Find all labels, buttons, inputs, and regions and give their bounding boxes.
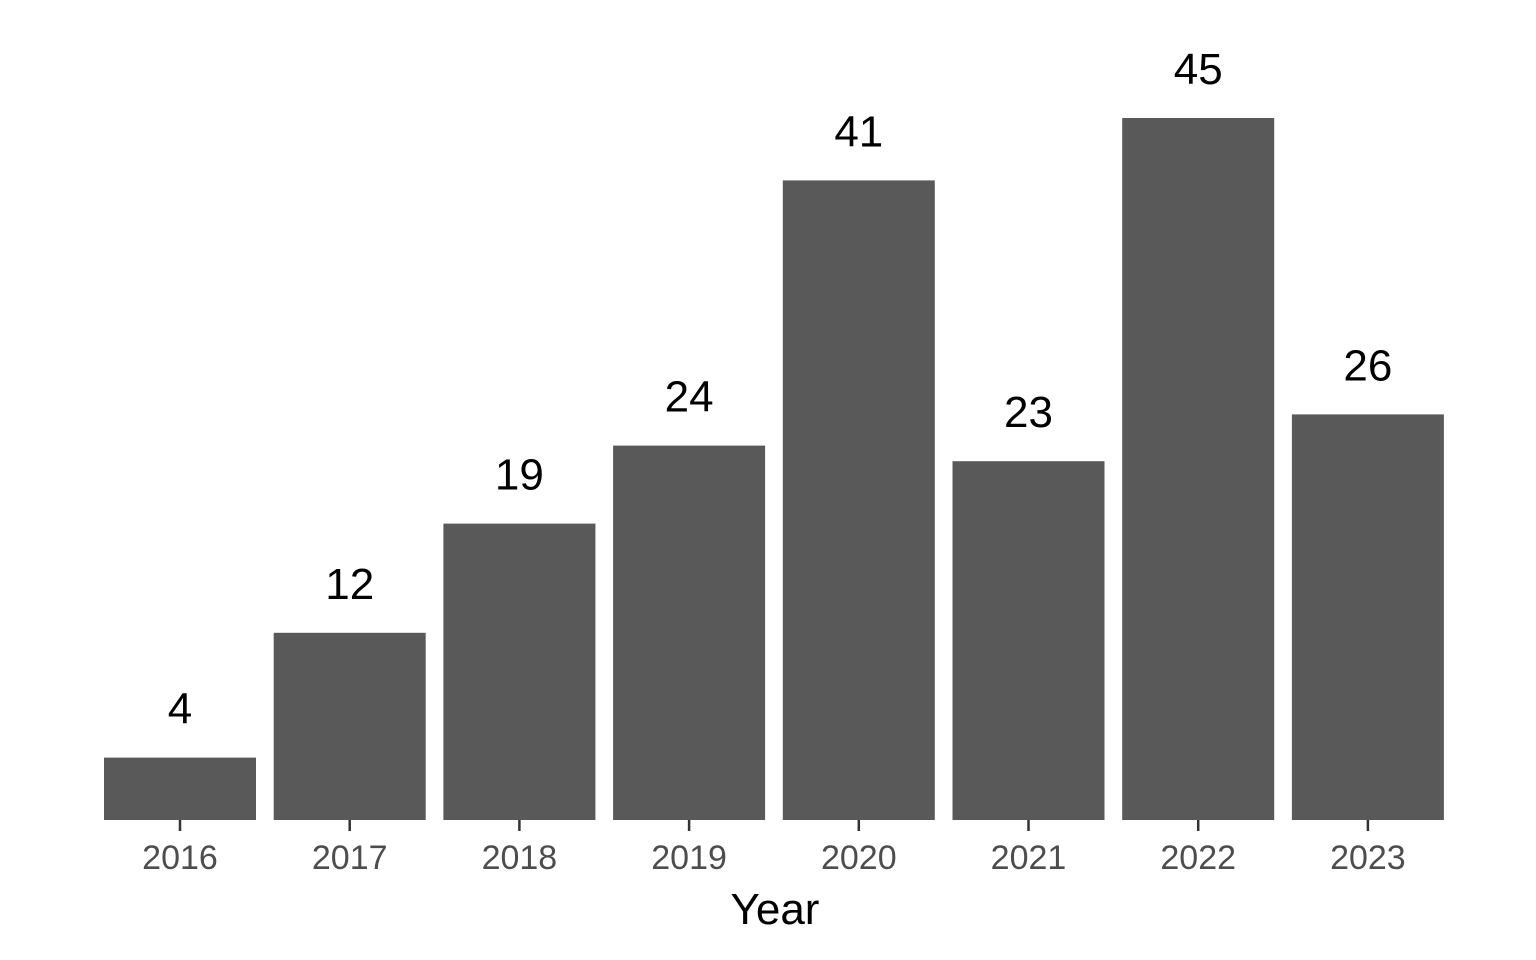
bar-2018	[443, 523, 596, 820]
value-label-2021: 23	[1004, 388, 1053, 437]
x-axis-ticks-group: 2016 2017 2018 2019 2020 2021 2022 2023	[142, 820, 1406, 877]
x-tick-label-2017: 2017	[312, 839, 388, 877]
x-axis-title: Year	[731, 885, 820, 934]
value-label-2017: 12	[325, 560, 374, 609]
value-label-2022: 45	[1174, 45, 1223, 94]
bar-2017	[273, 632, 426, 820]
bar-2019	[613, 445, 766, 820]
x-tick-label-2020: 2020	[821, 839, 897, 877]
value-label-2019: 24	[665, 373, 714, 422]
bars-group	[104, 118, 1444, 820]
value-label-2020: 41	[834, 107, 883, 156]
x-tick-label-2021: 2021	[991, 839, 1067, 877]
x-tick-label-2018: 2018	[482, 839, 558, 877]
x-tick-label-2022: 2022	[1160, 839, 1236, 877]
x-tick-label-2016: 2016	[142, 839, 218, 877]
bar-2020	[782, 180, 935, 820]
value-label-2016: 4	[168, 685, 192, 734]
x-tick-label-2019: 2019	[651, 839, 727, 877]
x-tick-label-2023: 2023	[1330, 839, 1406, 877]
value-label-2018: 19	[495, 451, 544, 500]
bar-2023	[1291, 414, 1444, 820]
bar-2022	[1122, 118, 1275, 820]
bar-2021	[952, 461, 1105, 820]
value-label-2023: 26	[1343, 341, 1392, 390]
bar-2016	[104, 757, 256, 820]
value-labels-group: 4 12 19 24 41 23 45 26	[168, 45, 1393, 734]
